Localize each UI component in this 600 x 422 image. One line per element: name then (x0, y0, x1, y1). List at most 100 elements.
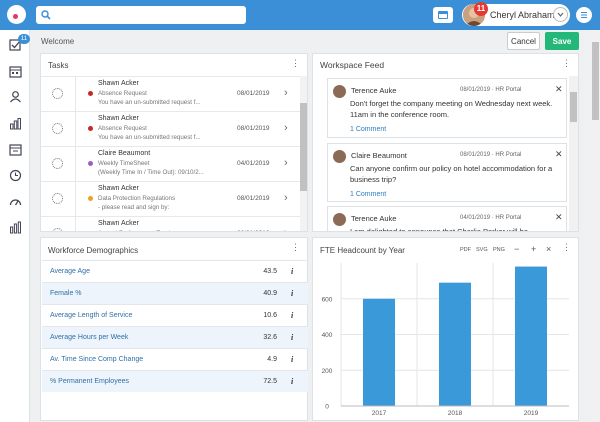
profile-menu[interactable] (462, 4, 570, 26)
demographics-more-icon[interactable]: ⋮ (291, 242, 300, 252)
task-row[interactable]: Shawn Acker Annual Performance Employee 08… (41, 216, 301, 232)
export-png[interactable]: PNG (493, 247, 505, 253)
metric-label[interactable]: Female % (50, 290, 82, 297)
page-scroll-thumb[interactable] (592, 42, 599, 120)
tasks-title: Tasks (48, 61, 69, 70)
status-dot (88, 196, 93, 201)
dashboard-icon[interactable] (9, 195, 22, 208)
post-text: Can anyone confirm our policy on hotel a… (350, 164, 553, 184)
task-row[interactable]: Claire Beaumont Weekly TimeSheet (Weekly T… (41, 146, 301, 181)
people-icon[interactable] (9, 90, 22, 103)
task-description: (Weekly Time In / Time Out): 09/10/2... (98, 169, 204, 176)
feed-more-icon[interactable]: ⋮ (562, 58, 571, 68)
save-button[interactable]: Save (545, 32, 579, 50)
post-author: Terence Auke (351, 214, 397, 223)
task-row[interactable]: Shawn Acker Data Protection Regulations - … (41, 181, 301, 216)
pending-icon (52, 193, 63, 204)
sidebar (0, 30, 30, 422)
fte-title: FTE Headcount by Year (320, 246, 405, 255)
feed-post: Terence Auke 04/01/2019 · HR Portal ✕ I am … (327, 206, 567, 232)
task-employee: Shawn Acker (98, 220, 139, 227)
post-author: Terence Auke (351, 86, 397, 95)
row-divider (75, 112, 76, 146)
export-pdf[interactable]: PDF (460, 247, 471, 253)
x-tick-label: 2019 (524, 410, 539, 417)
zoom-in-icon[interactable]: + (531, 244, 537, 254)
app-logo[interactable] (7, 5, 26, 24)
demographics-title: Workforce Demographics (48, 246, 139, 255)
feed-scroll-thumb[interactable] (570, 92, 577, 122)
task-type: Absence Request (98, 90, 147, 97)
metric-label[interactable]: Average Length of Service (50, 312, 133, 319)
metric-value: 10.6 (263, 312, 277, 319)
task-row[interactable]: Shawn Acker Absence Request You have an un… (41, 111, 301, 146)
close-icon[interactable]: ✕ (555, 212, 563, 222)
post-text: I am delighted to announce that Charlie … (350, 227, 529, 232)
info-icon[interactable]: i (291, 355, 294, 364)
task-employee: Shawn Acker (98, 185, 139, 192)
tasks-panel: Tasks ⋮ Shawn Acker Absence Request You ha… (40, 53, 308, 232)
fte-more-icon[interactable]: ⋮ (562, 242, 571, 252)
row-divider (75, 217, 76, 231)
metric-label[interactable]: Average Age (50, 268, 90, 275)
post-author: Claire Beaumont (351, 151, 407, 160)
bar (439, 282, 471, 406)
info-icon[interactable]: i (291, 311, 294, 320)
clock-icon[interactable] (9, 169, 22, 182)
calendar-icon (438, 11, 448, 19)
chevron-right-icon[interactable]: › (284, 227, 288, 231)
tasks-scroll-thumb[interactable] (300, 103, 307, 191)
comments-link[interactable]: 1 Comment (350, 126, 387, 133)
metric-label[interactable]: Av. Time Since Comp Change (50, 356, 144, 363)
post-meta: 08/01/2019 · HR Portal (460, 87, 522, 93)
y-tick-label: 0 (325, 404, 329, 411)
chevron-right-icon[interactable]: › (284, 122, 288, 134)
close-icon[interactable]: ✕ (555, 149, 563, 159)
profile-dropdown-button[interactable] (553, 7, 568, 22)
row-divider (75, 77, 76, 111)
info-icon[interactable]: i (291, 333, 294, 342)
export-svg[interactable]: SVG (476, 247, 488, 253)
tasks-more-icon[interactable]: ⋮ (291, 58, 300, 68)
breadcrumb: Welcome (41, 37, 75, 46)
reports-icon[interactable] (9, 117, 22, 130)
status-dot (88, 231, 93, 232)
feed-post: Claire Beaumont 08/01/2019 · HR Portal ✕ Ca… (327, 143, 567, 202)
chevron-right-icon[interactable]: › (284, 87, 288, 99)
cancel-button[interactable]: Cancel (507, 32, 540, 50)
metric-value: 40.9 (263, 290, 277, 297)
info-icon[interactable]: i (291, 267, 294, 276)
metric-value: 43.5 (263, 268, 277, 275)
task-row[interactable]: Shawn Acker Absence Request You have an un… (41, 76, 301, 111)
bar (515, 266, 547, 406)
metric-label[interactable]: Average Hours per Week (50, 334, 129, 341)
comments-link[interactable]: 1 Comment (350, 191, 387, 198)
task-employee: Claire Beaumont (98, 150, 151, 157)
demographic-row: Average Length of Service 10.6 i (42, 304, 308, 326)
close-icon[interactable]: ✕ (555, 84, 563, 94)
task-type: Absence Request (98, 125, 147, 132)
chevron-right-icon[interactable]: › (284, 192, 288, 204)
info-icon[interactable]: i (291, 289, 294, 298)
page-scrollbar[interactable] (591, 30, 600, 422)
author-avatar (333, 85, 346, 98)
metric-label[interactable]: % Permanent Employees (50, 378, 129, 385)
calendar-icon[interactable] (9, 65, 22, 78)
chevron-right-icon[interactable]: › (284, 157, 288, 169)
metric-value: 32.6 (263, 334, 277, 341)
main-menu-button[interactable] (576, 7, 592, 23)
zoom-out-icon[interactable]: − (514, 244, 520, 254)
calendar-button[interactable] (433, 7, 453, 23)
feed-scrollbar[interactable] (569, 76, 578, 231)
y-tick-label: 600 (322, 296, 333, 303)
task-date: 08/01/2019 (237, 230, 270, 231)
task-employee: Shawn Acker (98, 115, 139, 122)
info-icon[interactable]: i (291, 377, 294, 386)
demographic-row: Av. Time Since Comp Change 4.9 i (42, 348, 308, 370)
schedule-icon[interactable] (9, 143, 22, 156)
reset-zoom-icon[interactable]: × (546, 244, 552, 254)
feed-panel: Workspace Feed ⋮ Terence Auke 08/01/2019 … (312, 53, 579, 232)
search-input[interactable] (36, 6, 246, 24)
analytics-icon[interactable] (9, 221, 22, 234)
tasks-icon[interactable] (9, 38, 22, 51)
